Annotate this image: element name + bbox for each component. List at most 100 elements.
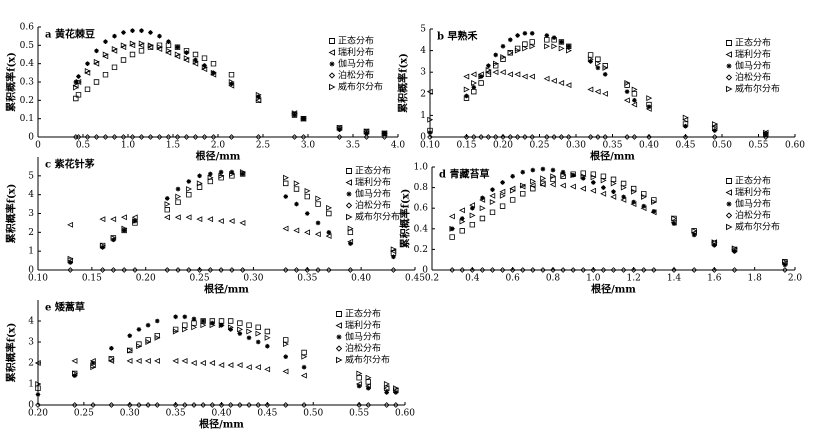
point — [108, 402, 115, 408]
point — [459, 228, 465, 234]
point — [493, 52, 498, 58]
point — [209, 360, 216, 366]
y-tick-label: 2 — [28, 359, 34, 369]
series — [449, 172, 789, 265]
point — [239, 169, 246, 176]
point — [175, 193, 182, 200]
series — [427, 37, 769, 138]
x-tick-label: 1.6 — [707, 274, 722, 284]
point — [120, 42, 127, 49]
point — [237, 331, 243, 336]
point — [304, 187, 311, 194]
point — [293, 180, 300, 187]
point — [590, 174, 597, 181]
legend-marker — [725, 74, 733, 81]
point — [304, 193, 310, 200]
y-tick-label: 1 — [420, 111, 426, 121]
point — [132, 218, 139, 224]
point — [620, 267, 627, 273]
point — [544, 37, 550, 43]
legend-label: 瑞利分布 — [735, 186, 771, 198]
point — [190, 360, 197, 366]
point — [301, 353, 308, 360]
point — [90, 364, 97, 371]
point — [463, 134, 470, 140]
point — [174, 44, 181, 50]
point — [470, 205, 475, 211]
point — [671, 221, 677, 226]
point — [500, 43, 506, 49]
point — [181, 357, 188, 364]
y-tick-label: 0 — [28, 133, 34, 143]
point — [110, 235, 117, 241]
point — [507, 71, 513, 78]
point — [245, 364, 252, 371]
legend-label: 瑞利分布 — [338, 46, 374, 58]
point — [558, 45, 565, 52]
point — [293, 227, 300, 234]
point — [120, 44, 127, 51]
point — [183, 57, 190, 63]
point — [68, 260, 73, 265]
point — [529, 43, 536, 50]
point — [121, 267, 128, 273]
point — [112, 33, 117, 39]
point — [381, 130, 388, 137]
point — [174, 134, 181, 140]
x-tick-label: 1.2 — [627, 274, 641, 284]
point — [490, 187, 495, 192]
point — [479, 205, 486, 212]
point — [363, 128, 370, 135]
point — [550, 267, 556, 273]
point — [459, 207, 465, 214]
point — [631, 91, 638, 97]
x-tick-label: 1.0 — [121, 141, 136, 151]
point — [551, 35, 557, 40]
x-tick-label: 0.10 — [420, 141, 440, 151]
point — [471, 85, 477, 90]
legend-label: 伽马分布 — [345, 331, 381, 343]
legend-label: 瑞利分布 — [735, 48, 771, 60]
legend-marker — [336, 356, 343, 364]
x-tick-label: 0.20 — [136, 274, 156, 284]
point — [182, 314, 188, 320]
point — [499, 69, 506, 76]
point — [620, 180, 627, 187]
point — [72, 373, 77, 378]
y-axis-label: 累积概率f(x) — [5, 52, 18, 112]
point — [529, 31, 535, 36]
point — [246, 402, 252, 408]
point — [544, 43, 550, 50]
legend-label: 威布尔分布 — [338, 81, 383, 93]
x-tick-label: 1.0 — [586, 274, 601, 284]
point — [172, 357, 179, 364]
point — [175, 199, 181, 205]
point — [595, 134, 601, 140]
point — [229, 171, 236, 177]
legend-marker — [345, 202, 353, 209]
point — [301, 402, 307, 408]
point — [239, 219, 246, 226]
point — [207, 216, 214, 223]
point — [300, 115, 307, 122]
point — [283, 341, 289, 348]
point — [103, 39, 108, 44]
point — [291, 134, 298, 140]
series — [426, 69, 769, 136]
point — [393, 390, 399, 395]
point — [514, 134, 521, 140]
legend-marker — [726, 85, 733, 93]
series — [68, 169, 396, 265]
point — [499, 188, 506, 195]
y-tick-label: 0.6 — [20, 23, 35, 33]
point — [610, 267, 617, 273]
point — [218, 402, 225, 408]
x-tick-label: 0.30 — [243, 274, 263, 284]
point — [300, 134, 307, 140]
y-tick-label: 0 — [28, 401, 34, 411]
x-tick-label: 0.8 — [546, 274, 561, 284]
y-axis-label: 累积概率f(x) — [5, 323, 18, 383]
point — [522, 134, 528, 140]
legend-label: 伽马分布 — [338, 58, 374, 70]
point — [237, 320, 243, 326]
